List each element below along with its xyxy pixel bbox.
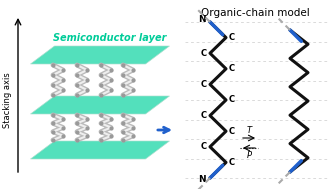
Text: T: T: [246, 126, 252, 135]
Text: C: C: [229, 33, 235, 42]
Text: P: P: [246, 151, 251, 160]
Text: C: C: [201, 49, 207, 58]
Text: C: C: [229, 95, 235, 105]
Text: N: N: [198, 15, 206, 25]
Text: C: C: [229, 127, 235, 136]
Polygon shape: [31, 96, 169, 114]
Text: N: N: [198, 176, 206, 184]
Text: Semiconductor layer: Semiconductor layer: [53, 33, 167, 43]
Text: C: C: [201, 111, 207, 120]
Text: Stacking axis: Stacking axis: [4, 72, 13, 128]
Text: C: C: [229, 158, 235, 167]
Text: C: C: [201, 80, 207, 89]
Polygon shape: [31, 141, 169, 159]
Text: C: C: [229, 64, 235, 73]
Text: C: C: [201, 142, 207, 151]
Polygon shape: [31, 46, 169, 64]
Text: Organic-chain model: Organic-chain model: [201, 8, 309, 18]
